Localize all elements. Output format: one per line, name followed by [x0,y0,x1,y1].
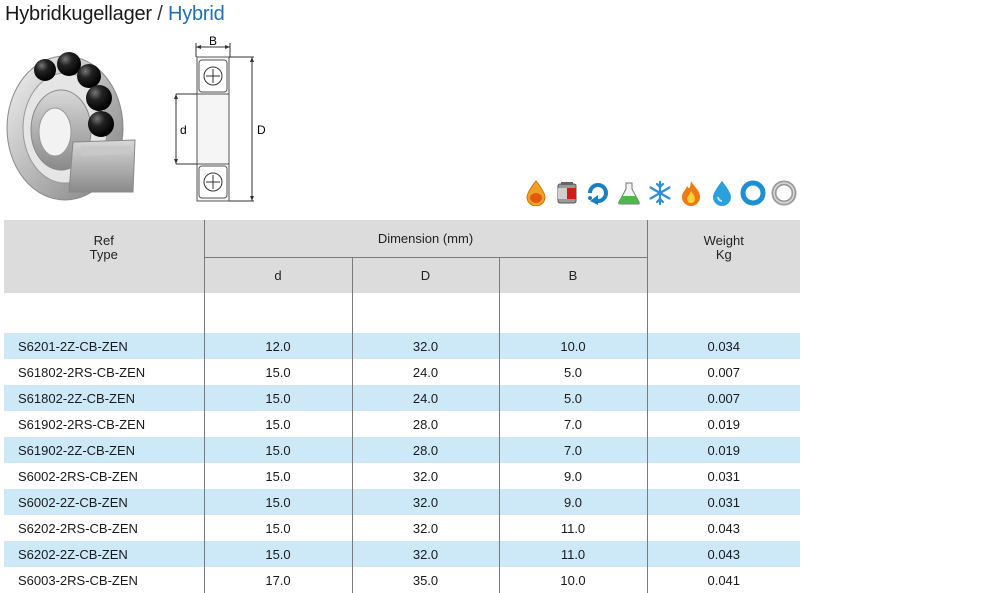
cell-d-inner: 15.0 [203,541,352,567]
cell-weight: 0.007 [646,359,801,385]
title-separator: / [157,3,163,25]
cell-d-outer: 32.0 [351,489,499,515]
chemical-flask-icon [614,180,644,206]
label-b: B [209,35,217,48]
table-row: S61802-2Z-CB-ZEN 15.0 24.0 5.0 0.007 [4,385,801,411]
label-d-inner: d [180,123,187,137]
cell-d-outer: 32.0 [351,515,499,541]
cell-weight: 0.041 [646,567,801,593]
cell-d-inner: 17.0 [203,567,352,593]
header-weight: Weight Kg [646,220,801,293]
header-b: B [498,257,648,293]
grease-can-icon [552,180,582,206]
cell-type: S6202-2Z-CB-ZEN [4,541,204,567]
cell-d-inner: 15.0 [203,515,352,541]
header-d-outer: D [351,257,499,293]
cell-d-inner: 12.0 [203,333,352,359]
cell-type: S61902-2RS-CB-ZEN [4,411,204,437]
table-row: S61902-2RS-CB-ZEN 15.0 28.0 7.0 0.019 [4,411,801,437]
cell-type: S6202-2RS-CB-ZEN [4,515,204,541]
cell-d-inner: 15.0 [203,385,352,411]
cell-d-inner: 15.0 [203,411,352,437]
cell-weight: 0.019 [646,411,801,437]
table-row: S6202-2RS-CB-ZEN 15.0 32.0 11.0 0.043 [4,515,801,541]
cell-b: 11.0 [498,541,648,567]
cell-b: 7.0 [498,411,648,437]
label-d-outer: D [257,123,266,137]
cell-weight: 0.034 [646,333,801,359]
table-row: S6202-2Z-CB-ZEN 15.0 32.0 11.0 0.043 [4,541,801,567]
cell-type: S6003-2RS-CB-ZEN [4,567,204,593]
cell-d-inner: 15.0 [203,463,352,489]
cell-type: S6201-2Z-CB-ZEN [4,333,204,359]
cell-d-outer: 32.0 [351,463,499,489]
cell-d-outer: 35.0 [351,567,499,593]
bearing-illustration [6,52,136,201]
header-ref-type: Ref Type [4,220,204,293]
header-ref: Ref [93,233,114,248]
header-type: Type [89,247,118,262]
table-row: S6002-2Z-CB-ZEN 15.0 32.0 9.0 0.031 [4,489,801,515]
title-german: Hybridkugellager [5,3,152,25]
cell-weight: 0.007 [646,385,801,411]
header-d-inner: d [203,257,352,293]
cell-d-outer: 28.0 [351,411,499,437]
cell-b: 5.0 [498,359,648,385]
cell-type: S61902-2Z-CB-ZEN [4,437,204,463]
cell-weight: 0.043 [646,541,801,567]
page-title: Hybridkugellager / Hybrid [5,3,225,26]
flame-icon [676,180,706,206]
cell-d-outer: 32.0 [351,541,499,567]
header-weight-label: Weight [703,233,744,248]
cell-d-inner: 15.0 [203,437,352,463]
cell-weight: 0.031 [646,489,801,515]
specification-table: Ref Type Dimension (mm) Weight Kg d D B … [4,220,801,593]
header-weight-unit: Kg [715,247,732,262]
cell-b: 9.0 [498,489,648,515]
cell-b: 11.0 [498,515,648,541]
cell-d-inner: 15.0 [203,489,352,515]
table-row: S6002-2RS-CB-ZEN 15.0 32.0 9.0 0.031 [4,463,801,489]
cell-b: 10.0 [498,567,648,593]
ring-grey-icon [769,180,799,206]
cell-type: S61802-2RS-CB-ZEN [4,359,204,385]
rotation-arrows-icon [583,180,613,206]
water-drop-icon [707,180,737,206]
title-english: Hybrid [167,3,225,25]
cell-d-outer: 24.0 [351,385,499,411]
cross-section-diagram: B d D [174,35,266,202]
cell-type: S6002-2Z-CB-ZEN [4,489,204,515]
cell-type: S6002-2RS-CB-ZEN [4,463,204,489]
cell-type: S61802-2Z-CB-ZEN [4,385,204,411]
cell-weight: 0.031 [646,463,801,489]
cell-weight: 0.019 [646,437,801,463]
cell-b: 5.0 [498,385,648,411]
cell-d-outer: 28.0 [351,437,499,463]
ring-icon [738,180,768,206]
cell-b: 10.0 [498,333,648,359]
cell-b: 7.0 [498,437,648,463]
table-row: S6201-2Z-CB-ZEN 12.0 32.0 10.0 0.034 [4,333,801,359]
table-row: S61902-2Z-CB-ZEN 15.0 28.0 7.0 0.019 [4,437,801,463]
cell-d-outer: 24.0 [351,359,499,385]
table-row: S6003-2RS-CB-ZEN 17.0 35.0 10.0 0.041 [4,567,801,593]
spacer-row [4,293,801,333]
table-row: S61802-2RS-CB-ZEN 15.0 24.0 5.0 0.007 [4,359,801,385]
snowflake-icon [645,180,675,206]
oil-drop-icon [521,180,551,206]
cell-weight: 0.043 [646,515,801,541]
cell-d-outer: 32.0 [351,333,499,359]
property-icons [521,180,799,206]
cell-b: 9.0 [498,463,648,489]
cell-d-inner: 15.0 [203,359,352,385]
header-dimension: Dimension (mm) [203,220,648,258]
